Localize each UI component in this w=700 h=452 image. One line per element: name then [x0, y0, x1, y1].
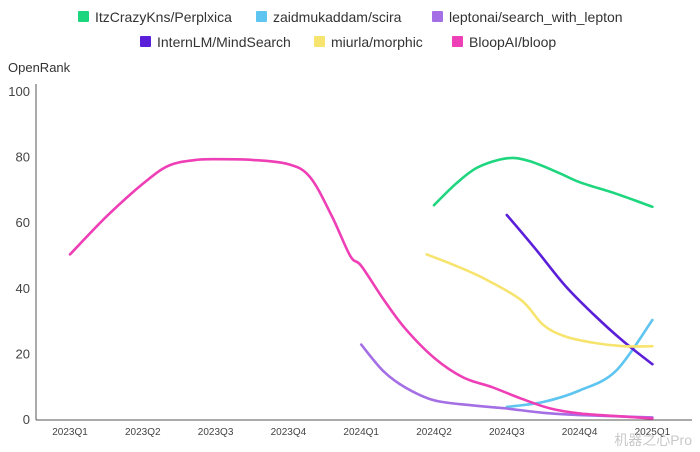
legend-item: leptonai/search_with_lepton	[432, 9, 623, 25]
series-line	[432, 156, 654, 209]
legend-label: miurla/morphic	[331, 34, 423, 50]
legend-swatch	[432, 11, 443, 22]
legend-item: InternLM/MindSearch	[140, 34, 291, 50]
x-tick-label: 2025Q1	[635, 427, 671, 438]
x-tick-label: 2024Q3	[489, 427, 525, 438]
legend-swatch	[452, 36, 463, 47]
legend-label: InternLM/MindSearch	[157, 34, 291, 50]
legend-label: ItzCrazyKns/Perplxica	[95, 9, 232, 25]
y-axis-title: OpenRank	[8, 60, 71, 75]
legend-label: BloopAI/bloop	[469, 34, 556, 50]
y-tick-label: 20	[16, 346, 30, 361]
y-tick-label: 60	[16, 215, 30, 230]
legend-item: miurla/morphic	[314, 34, 423, 50]
x-tick-label: 2023Q4	[271, 427, 307, 438]
x-tick-label: 2024Q4	[562, 427, 598, 438]
x-tick-label: 2023Q3	[198, 427, 234, 438]
plot-area	[68, 156, 654, 420]
series-line	[425, 253, 654, 348]
x-tick-label: 2024Q1	[343, 427, 379, 438]
x-tick-label: 2023Q1	[52, 427, 88, 438]
y-axis: 0 20 40 60 80 100	[8, 84, 37, 427]
y-tick-label: 80	[16, 150, 30, 165]
y-tick-label: 100	[8, 84, 30, 99]
legend-swatch	[78, 11, 89, 22]
series-line	[505, 318, 654, 409]
legend-item: ItzCrazyKns/Perplxica	[78, 9, 232, 25]
legend-label: leptonai/search_with_lepton	[449, 9, 623, 25]
legend-swatch	[140, 36, 151, 47]
y-tick-label: 0	[23, 412, 30, 427]
legend-swatch	[314, 36, 325, 47]
x-axis: 2023Q1 2023Q2 2023Q3 2023Q4 2024Q1 2024Q2 2024…	[36, 419, 692, 438]
legend-label: zaidmukaddam/scira	[273, 9, 402, 25]
legend-item: zaidmukaddam/scira	[256, 9, 402, 25]
series-line	[68, 157, 654, 420]
series-line	[359, 343, 654, 419]
legend-swatch	[256, 11, 267, 22]
x-tick-label: 2023Q2	[125, 427, 161, 438]
legend: ItzCrazyKns/Perplxica zaidmukaddam/scira l…	[78, 9, 623, 50]
series-line	[505, 213, 654, 366]
x-tick-label: 2024Q2	[416, 427, 452, 438]
legend-item: BloopAI/bloop	[452, 34, 556, 50]
watermark: 机器之心Pro	[614, 432, 692, 448]
y-tick-label: 40	[16, 281, 30, 296]
